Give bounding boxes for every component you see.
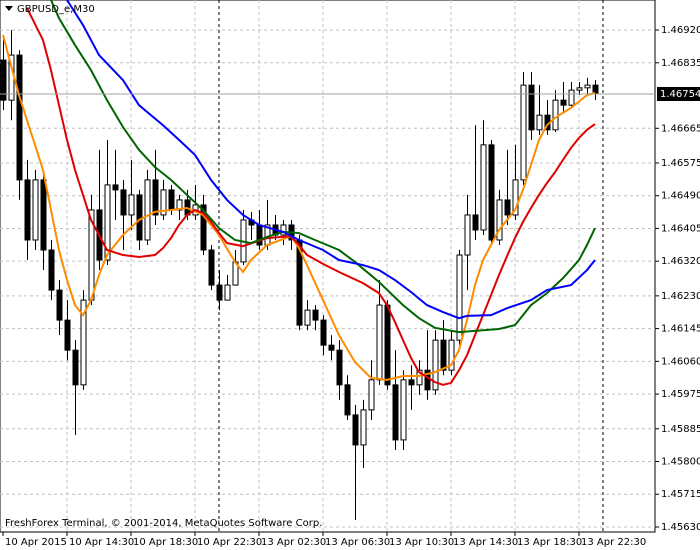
candle-body <box>312 309 319 321</box>
candle-body <box>24 179 31 241</box>
candle-body <box>136 194 143 241</box>
candle-body <box>128 194 135 216</box>
x-tick-label: 10 Apr 14:30 <box>69 537 134 548</box>
bid-label-box <box>657 86 700 101</box>
y-tick-label: 1.45715 <box>661 489 700 500</box>
candle-body <box>320 319 327 346</box>
y-tick-label: 1.46230 <box>661 291 700 302</box>
x-tick-label: 10 Apr 22:30 <box>197 537 262 548</box>
candle-body <box>168 189 175 211</box>
candle-body <box>72 349 79 386</box>
candle-body <box>552 99 559 131</box>
candle-body <box>480 144 487 231</box>
x-tick-label: 13 Apr 14:30 <box>453 537 518 548</box>
candle-body <box>120 189 127 216</box>
candle-body <box>560 99 567 106</box>
candle-body <box>456 254 463 341</box>
candle-body <box>160 189 167 216</box>
y-tick-label: 1.46145 <box>661 324 700 335</box>
candle-body <box>504 199 511 216</box>
x-tick-label: 13 Apr 06:30 <box>325 537 390 548</box>
y-tick-label: 1.46575 <box>661 158 700 169</box>
menu-icon[interactable] <box>5 6 13 11</box>
y-tick-label: 1.45630 <box>661 522 700 533</box>
candle-body <box>344 384 351 416</box>
candle-body <box>280 224 287 236</box>
candle-body <box>208 249 215 286</box>
candle-body <box>392 384 399 441</box>
candle-body <box>464 214 471 256</box>
x-tick-label: 13 Apr 02:30 <box>261 537 326 548</box>
candle-body <box>576 87 583 91</box>
x-tick-label: 10 Apr 18:30 <box>133 537 198 548</box>
indicator-line <box>26 7 596 386</box>
candle-body <box>104 184 111 261</box>
x-tick-label: 13 Apr 18:30 <box>517 537 582 548</box>
candle-body <box>0 59 7 101</box>
y-tick-label: 1.46320 <box>661 256 700 267</box>
candle-body <box>40 179 47 251</box>
indicator-line <box>50 0 596 334</box>
candle-body <box>488 144 495 241</box>
candle-body <box>16 54 23 181</box>
candle-body <box>64 319 71 351</box>
candle-body <box>496 199 503 241</box>
candle-body <box>216 284 223 301</box>
candle-body <box>440 339 447 371</box>
candle-body <box>416 369 423 386</box>
candle-body <box>112 184 119 191</box>
candle-body <box>224 284 231 301</box>
candle-body <box>536 114 543 131</box>
candle-body <box>352 414 359 446</box>
plot-layer <box>0 0 655 532</box>
candle-body <box>368 379 375 411</box>
candle-body <box>376 304 383 381</box>
candle-body <box>568 89 575 106</box>
y-tick-label: 1.46490 <box>661 191 700 202</box>
candle-body <box>32 179 39 241</box>
candle-body <box>448 339 455 371</box>
candle-body <box>472 214 479 231</box>
candle-body <box>584 84 591 89</box>
candle-body <box>528 84 535 131</box>
y-tick-label: 1.45885 <box>661 424 700 435</box>
candle-body <box>384 304 391 386</box>
candle-body <box>336 349 343 386</box>
bid-label: 1.46754 <box>660 89 700 100</box>
candle-body <box>400 379 407 441</box>
candle-body <box>360 409 367 446</box>
candle-body <box>520 84 527 181</box>
indicator-line <box>2 34 596 381</box>
candle-body <box>408 379 415 386</box>
candle-body <box>304 309 311 326</box>
indicator-line <box>66 0 596 320</box>
candle-body <box>432 339 439 391</box>
candle-body <box>48 249 55 291</box>
x-tick-label: 13 Apr 22:30 <box>581 537 646 548</box>
candle-body <box>328 344 335 351</box>
y-tick-label: 1.46920 <box>661 25 700 36</box>
x-tick-label: 13 Apr 10:30 <box>389 537 454 548</box>
candle-body <box>144 179 151 241</box>
y-tick-label: 1.45800 <box>661 457 700 468</box>
candle-body <box>176 199 183 211</box>
y-tick-label: 1.46835 <box>661 58 700 69</box>
candle-body <box>512 179 519 216</box>
y-tick-label: 1.46060 <box>661 356 700 367</box>
x-tick-label: 10 Apr 2015 <box>5 537 67 548</box>
candle-body <box>56 289 63 321</box>
y-tick-label: 1.45975 <box>661 389 700 400</box>
candle-body <box>152 179 159 216</box>
footer: FreshForex Terminal, © 2001-2014, MetaQu… <box>5 518 322 529</box>
y-tick-label: 1.46665 <box>661 123 700 134</box>
candle-body <box>200 204 207 251</box>
y-tick-label: 1.46405 <box>661 223 700 234</box>
candle-body <box>80 299 87 386</box>
chart-title: GBPUSD_e,M30 <box>17 4 95 15</box>
